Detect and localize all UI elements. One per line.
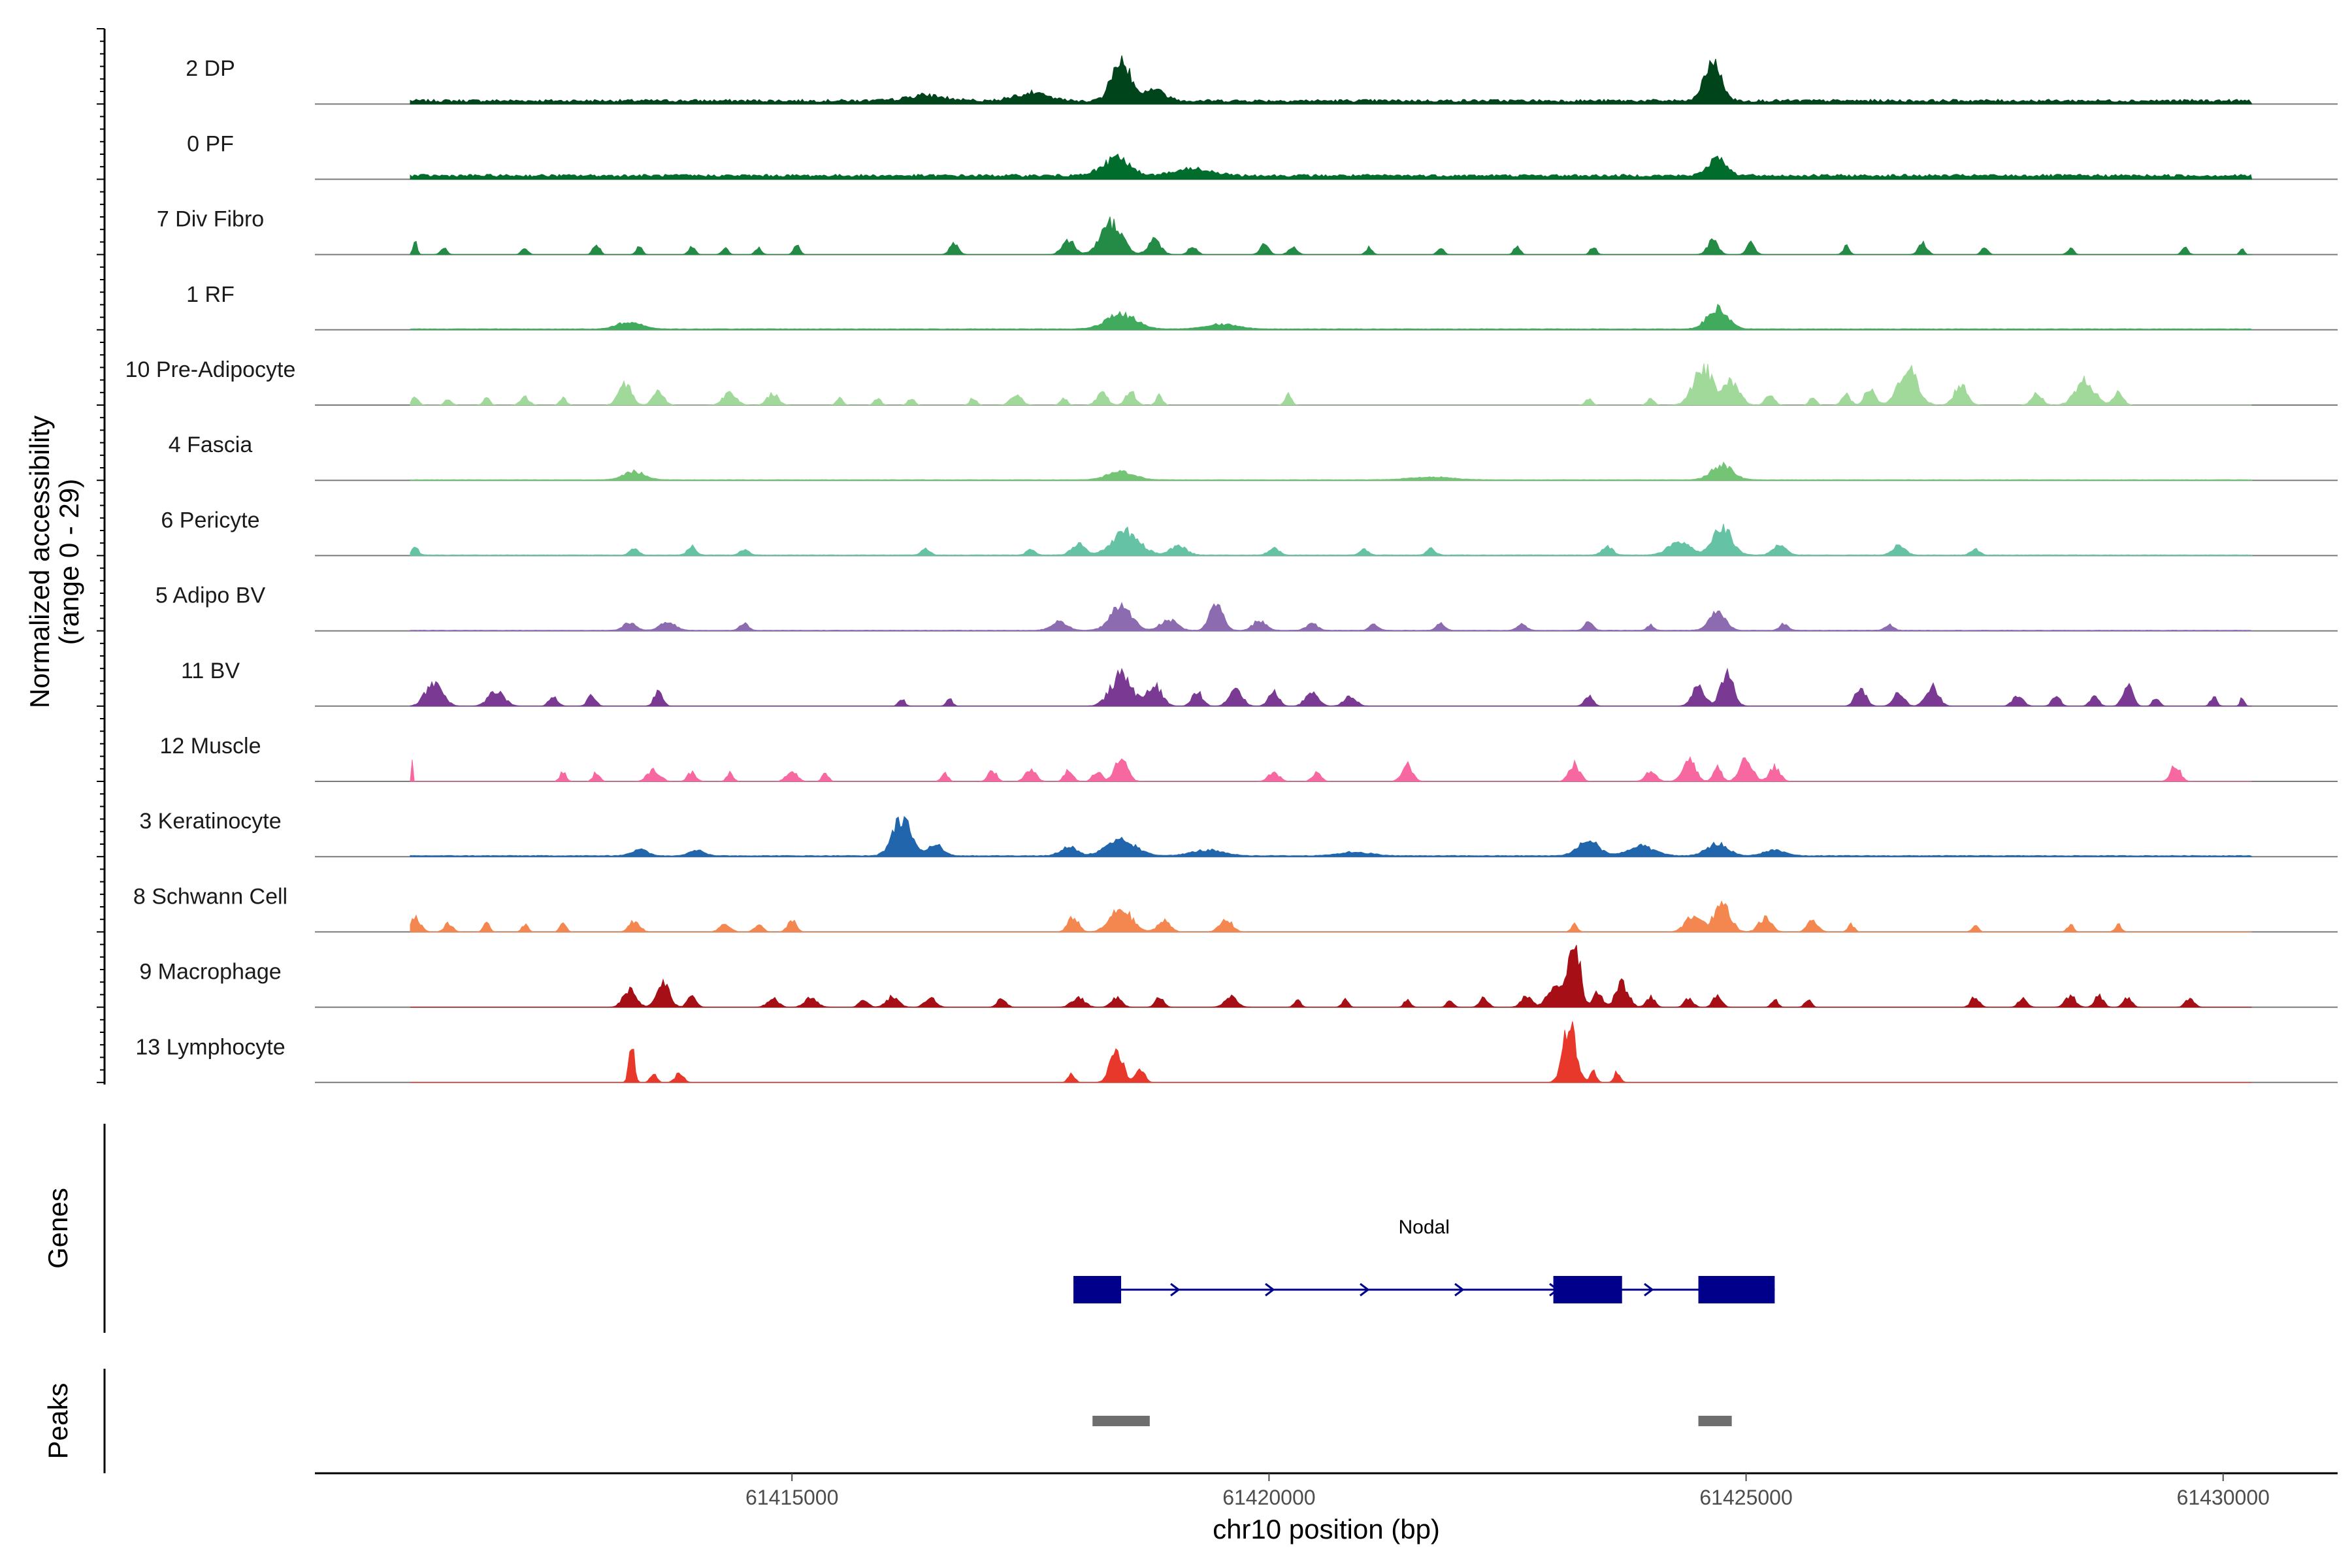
track-coverage-area [410, 667, 2252, 707]
track-label: 7 Div Fibro [157, 207, 264, 232]
track-label: 12 Muscle [160, 734, 261, 759]
track-label: 13 Lymphocyte [135, 1035, 285, 1060]
track-label: 4 Fascia [169, 433, 253, 457]
x-axis-tick-label: 61430000 [2177, 1486, 2270, 1509]
track-coverage-area [410, 756, 2252, 782]
track-label: 10 Pre-Adipocyte [125, 357, 296, 382]
gene-strand-arrow [1170, 1282, 1181, 1297]
track-coverage-area [410, 303, 2253, 331]
track-12: 8 Schwann Cell [133, 884, 2338, 933]
track-13: 9 Macrophage [139, 945, 2338, 1008]
track-label: 9 Macrophage [139, 960, 281, 985]
track-label: 8 Schwann Cell [133, 884, 287, 909]
track-6: 4 Fascia [169, 433, 2338, 482]
track-14: 13 Lymphocyte [135, 1021, 2338, 1083]
track-3: 7 Div Fibro [157, 207, 2338, 255]
track-label: 5 Adipo BV [155, 583, 266, 608]
track-coverage-area [410, 900, 2252, 932]
gene-exon [1073, 1276, 1122, 1303]
peak-region [1092, 1416, 1150, 1426]
track-label: 11 BV [181, 659, 240, 683]
genes-panel-label: Genes [42, 1188, 73, 1269]
track-10: 12 Muscle [160, 734, 2338, 782]
track-9: 11 BV [181, 659, 2338, 707]
track-label: 1 RF [186, 282, 235, 307]
track-4: 1 RF [186, 282, 2338, 331]
peaks-panel-label: Peaks [42, 1383, 73, 1460]
track-7: 6 Pericyte [161, 508, 2338, 557]
gene-strand-arrow [1265, 1282, 1275, 1297]
track-label: 3 Keratinocyte [139, 809, 281, 834]
track-label: 0 PF [187, 131, 234, 156]
gene-exon [1553, 1276, 1622, 1303]
track-8: 5 Adipo BV [155, 583, 2338, 632]
track-coverage-area [410, 461, 2253, 481]
gene-strand-arrow [1454, 1282, 1465, 1297]
gene-name-label: Nodal [1398, 1217, 1449, 1238]
track-coverage-area [410, 1021, 2252, 1083]
y-axis-title-line-2: (range 0 - 29) [54, 479, 84, 645]
x-axis-title: chr10 position (bp) [1213, 1514, 1440, 1544]
x-axis-tick-label: 61420000 [1222, 1486, 1315, 1509]
gene-strand-arrow [1644, 1282, 1654, 1297]
track-coverage-area [410, 216, 2252, 255]
track-coverage-area [410, 153, 2253, 180]
gene-strand-arrow [1360, 1282, 1370, 1297]
track-coverage-area [410, 815, 2253, 857]
track-label: 6 Pericyte [161, 508, 259, 532]
track-coverage-area [410, 602, 2253, 632]
track-coverage-area [410, 55, 2253, 105]
track-5: 10 Pre-Adipocyte [125, 357, 2338, 406]
gene-exon [1698, 1276, 1775, 1303]
track-coverage-area [410, 523, 2253, 556]
peak-region [1698, 1416, 1732, 1426]
track-coverage-area [410, 363, 2252, 406]
x-axis-tick-label: 61425000 [1699, 1486, 1792, 1509]
track-label: 2 DP [186, 56, 235, 81]
peak-regions [1092, 1416, 1732, 1426]
x-axis-tick-label: 61415000 [745, 1486, 838, 1509]
track-2: 0 PF [187, 131, 2338, 180]
gene-track: Nodal [1073, 1217, 1775, 1303]
x-axis-ticks: 61415000 61420000 61425000 61430000 [745, 1473, 2270, 1509]
coverage-y-axis-ticks [97, 28, 105, 1083]
track-coverage-area [410, 945, 2252, 1008]
y-axis-title-line-1: Normalized accessibility [24, 416, 55, 708]
track-11: 3 Keratinocyte [139, 809, 2338, 858]
track-1: 2 DP [186, 55, 2338, 105]
coverage-tracks: 2 DP 0 PF 7 Div Fibro 1 RF 10 Pre-Adipocyte 4… [125, 55, 2338, 1083]
